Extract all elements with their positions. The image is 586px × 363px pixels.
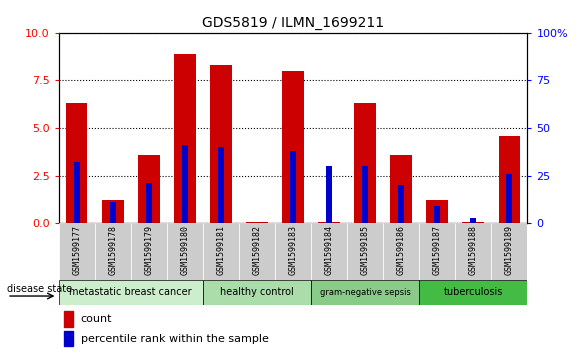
Bar (74, 162, 80, 223)
Bar (491, 223, 527, 280)
Bar (398, 185, 404, 223)
Bar (167, 223, 203, 280)
Bar (203, 280, 311, 305)
Bar (419, 223, 455, 280)
Text: GSM1599181: GSM1599181 (216, 225, 226, 275)
Bar (59, 280, 203, 305)
Text: healthy control: healthy control (220, 287, 294, 297)
Text: GSM1599180: GSM1599180 (180, 225, 189, 275)
Bar (290, 151, 296, 223)
Text: GSM1599179: GSM1599179 (144, 225, 154, 275)
Text: metastatic breast cancer: metastatic breast cancer (69, 287, 192, 297)
Text: tuberculosis: tuberculosis (444, 287, 503, 297)
Bar (499, 135, 520, 223)
Bar (311, 280, 419, 305)
Bar (59, 223, 95, 280)
Text: gram-negative sepsis: gram-negative sepsis (320, 288, 411, 297)
Bar (95, 223, 131, 280)
Bar (506, 174, 512, 223)
Bar (239, 223, 275, 280)
Bar (455, 223, 491, 280)
Bar (434, 206, 440, 223)
Bar (355, 103, 376, 223)
Text: GSM1599185: GSM1599185 (360, 225, 370, 275)
Bar (471, 217, 476, 223)
Bar (282, 71, 304, 223)
Text: GSM1599188: GSM1599188 (469, 225, 478, 275)
Bar (110, 202, 115, 223)
Bar (146, 183, 152, 223)
Bar (203, 223, 239, 280)
Text: count: count (81, 314, 113, 324)
Bar (311, 223, 347, 280)
Bar (218, 147, 224, 223)
Bar (182, 145, 188, 223)
Text: GSM1599184: GSM1599184 (325, 225, 333, 275)
Bar (174, 54, 196, 223)
Bar (64, 311, 73, 327)
Text: GSM1599183: GSM1599183 (288, 225, 298, 275)
Bar (462, 222, 484, 223)
Text: percentile rank within the sample: percentile rank within the sample (81, 334, 268, 344)
Bar (275, 223, 311, 280)
Text: GSM1599177: GSM1599177 (72, 225, 81, 275)
Bar (419, 280, 527, 305)
Bar (318, 222, 340, 223)
Bar (362, 166, 368, 223)
Bar (210, 65, 231, 223)
Bar (131, 223, 167, 280)
Bar (326, 166, 332, 223)
Text: GSM1599186: GSM1599186 (397, 225, 406, 275)
Bar (383, 223, 419, 280)
Text: GSM1599182: GSM1599182 (253, 225, 261, 275)
Text: GSM1599187: GSM1599187 (432, 225, 442, 275)
Bar (246, 222, 268, 223)
Bar (347, 223, 383, 280)
Text: disease state: disease state (7, 284, 72, 294)
Text: GSM1599178: GSM1599178 (108, 225, 117, 275)
Text: GSM1599189: GSM1599189 (505, 225, 514, 275)
Bar (427, 200, 448, 223)
Bar (138, 155, 159, 223)
Title: GDS5819 / ILMN_1699211: GDS5819 / ILMN_1699211 (202, 16, 384, 30)
Bar (66, 103, 87, 223)
Bar (64, 331, 73, 346)
Bar (102, 200, 124, 223)
Bar (390, 155, 412, 223)
